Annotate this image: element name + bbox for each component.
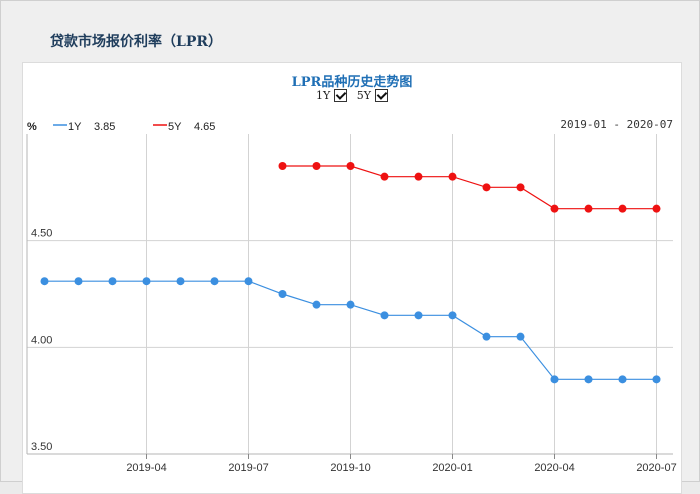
toggle-1y-label: 1Y xyxy=(315,89,331,102)
series-5y-point xyxy=(618,204,627,213)
toggle-5y-checkbox[interactable] xyxy=(375,89,389,102)
lpr-line-chart: % 1Y 3.85 5Y 4.65 2019-01 - 2020-07 4.50… xyxy=(26,118,677,474)
legend-5y-name: 5Y xyxy=(168,121,182,133)
toggle-5y[interactable]: 5Y xyxy=(356,89,389,102)
x-tick-label: 2020-01 xyxy=(432,462,472,474)
page-title: 贷款市场报价利率（LPR） xyxy=(50,34,223,50)
page-frame: 贷款市场报价利率（LPR） LPR品种历史走势图 1Y 5Y % 1Y 3.85… xyxy=(0,0,700,482)
series-5y-point xyxy=(278,162,287,170)
x-tick-label: 2020-07 xyxy=(636,462,676,474)
y-unit-label: % xyxy=(27,121,37,133)
series-1y-point xyxy=(176,277,185,286)
series-toggles: 1Y 5Y xyxy=(23,89,681,102)
y-tick-label: 3.50 xyxy=(31,441,52,453)
series-1y-point xyxy=(74,277,83,286)
series-5y-point xyxy=(550,204,559,213)
series-5y-point xyxy=(312,162,321,170)
series-5y-point xyxy=(652,204,661,213)
toggle-1y-checkbox[interactable] xyxy=(334,89,348,102)
x-tick-label: 2020-04 xyxy=(534,462,574,474)
legend: 1Y 3.85 5Y 4.65 xyxy=(53,121,215,133)
series-5y-point xyxy=(380,172,389,181)
toggle-5y-label: 5Y xyxy=(356,89,372,102)
series-1y-point xyxy=(482,332,491,341)
legend-1y-name: 1Y xyxy=(68,121,82,133)
series-1y-point xyxy=(278,290,287,298)
series-5y-point xyxy=(346,162,355,170)
series-5y-point xyxy=(516,183,525,192)
date-range: 2019-01 - 2020-07 xyxy=(560,118,673,131)
series-1y-point xyxy=(652,375,661,384)
series-5y-point xyxy=(482,183,491,192)
series-1y-point xyxy=(380,311,389,320)
x-tick-label: 2019-10 xyxy=(330,462,370,474)
series-1y-point xyxy=(516,332,525,341)
series-1y-point xyxy=(244,277,253,286)
series-5y-line xyxy=(282,165,657,210)
toggle-1y[interactable]: 1Y xyxy=(315,89,348,102)
series-5y-point xyxy=(584,204,593,213)
x-tick-label: 2019-07 xyxy=(228,462,268,474)
plot-area: 4.50 4.00 3.50 2019-04 2019-07 2019-10 2020-01… xyxy=(26,134,677,474)
legend-5y-value: 4.65 xyxy=(194,121,215,133)
series-1y-point xyxy=(40,277,49,286)
series-1y-point xyxy=(584,375,593,384)
chart-title: LPR品种历史走势图 xyxy=(291,75,413,90)
series-1y-point xyxy=(108,277,117,286)
x-tick-label: 2019-04 xyxy=(126,462,166,474)
series-1y-point xyxy=(312,300,321,309)
y-tick-label: 4.00 xyxy=(31,334,52,346)
series-1y-point xyxy=(414,311,423,320)
series-5y-point xyxy=(414,172,423,181)
series-1y-point xyxy=(346,300,355,309)
series-1y-point xyxy=(142,277,151,286)
chart-panel: LPR品种历史走势图 1Y 5Y xyxy=(22,62,682,494)
series-5y-point xyxy=(448,172,457,181)
series-1y-point xyxy=(210,277,219,286)
series-1y-point xyxy=(448,311,457,320)
series-1y-point xyxy=(618,375,627,384)
legend-1y-value: 3.85 xyxy=(94,121,115,133)
y-tick-label: 4.50 xyxy=(31,228,52,240)
series-1y-point xyxy=(550,375,559,384)
